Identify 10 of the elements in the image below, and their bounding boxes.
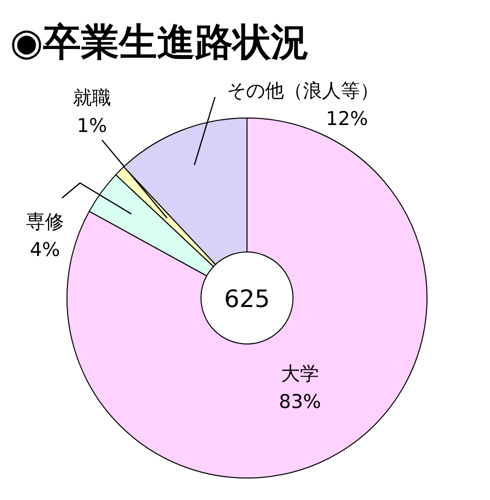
- chart-title: ◉卒業生進路状況: [10, 20, 310, 64]
- data-label: 1%: [76, 115, 108, 137]
- data-label: 83%: [278, 391, 322, 413]
- data-label: 12%: [326, 108, 368, 130]
- slice-label: 大学: [281, 363, 319, 385]
- data-label: 4%: [30, 239, 60, 261]
- text: 625: [224, 285, 270, 313]
- slice-label: 就職: [73, 87, 111, 109]
- slice-label: 専修: [26, 211, 64, 233]
- slice-label: その他（浪人等）: [227, 80, 379, 102]
